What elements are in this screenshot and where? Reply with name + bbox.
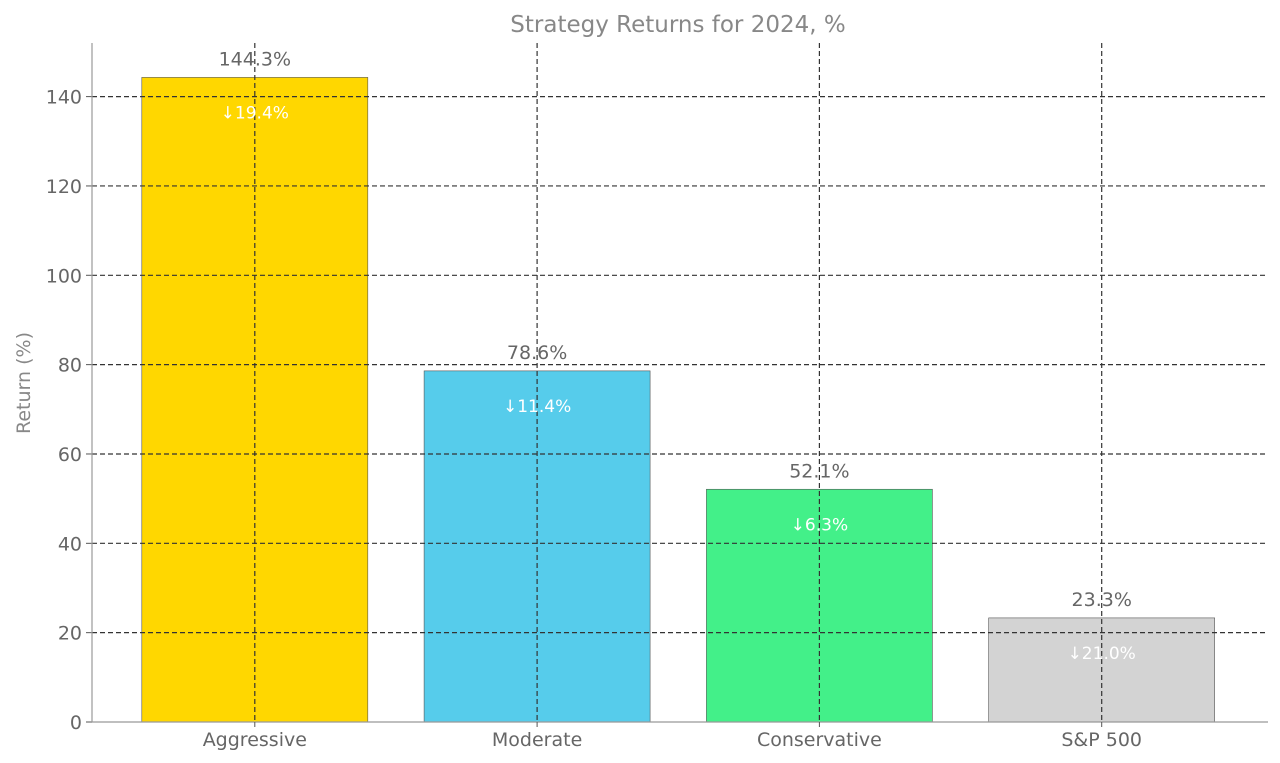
y-tick-label: 100 xyxy=(46,265,82,287)
labels: Aggressive 144.3% ↓19.4% Moderate 78.6% ↓11.4… xyxy=(203,48,1142,751)
bar-value-label: 144.3% xyxy=(219,48,291,70)
y-tick-label: 20 xyxy=(58,623,82,645)
x-tick-label: S&P 500 xyxy=(1061,729,1142,751)
bar-value-label: 78.6% xyxy=(507,342,567,364)
x-tick-label: Aggressive xyxy=(203,729,307,751)
bar-value-label: 23.3% xyxy=(1072,589,1132,611)
y-tick-label: 60 xyxy=(58,444,82,466)
y-tick-label: 40 xyxy=(58,533,82,555)
chart-title: Strategy Returns for 2024, % xyxy=(510,12,845,38)
gridlines xyxy=(92,43,1268,722)
bar-drawdown-label: ↓6.3% xyxy=(791,515,848,535)
bars xyxy=(141,77,1216,723)
bar-drawdown-label: ↓11.4% xyxy=(503,397,571,417)
bar-value-label: 52.1% xyxy=(789,460,849,482)
x-tick-label: Conservative xyxy=(757,729,882,751)
y-tick-label: 80 xyxy=(58,355,82,377)
axes: 0 20 40 60 80 100 120 140 xyxy=(46,43,1268,734)
bar-drawdown-label: ↓19.4% xyxy=(221,103,289,123)
bar-drawdown-label: ↓21.0% xyxy=(1068,644,1136,664)
y-tick-label: 120 xyxy=(46,176,82,198)
x-tick-label: Moderate xyxy=(492,729,582,751)
y-tick-label: 140 xyxy=(46,87,82,109)
y-tick-label: 0 xyxy=(70,712,82,734)
y-axis-label: Return (%) xyxy=(13,332,35,434)
